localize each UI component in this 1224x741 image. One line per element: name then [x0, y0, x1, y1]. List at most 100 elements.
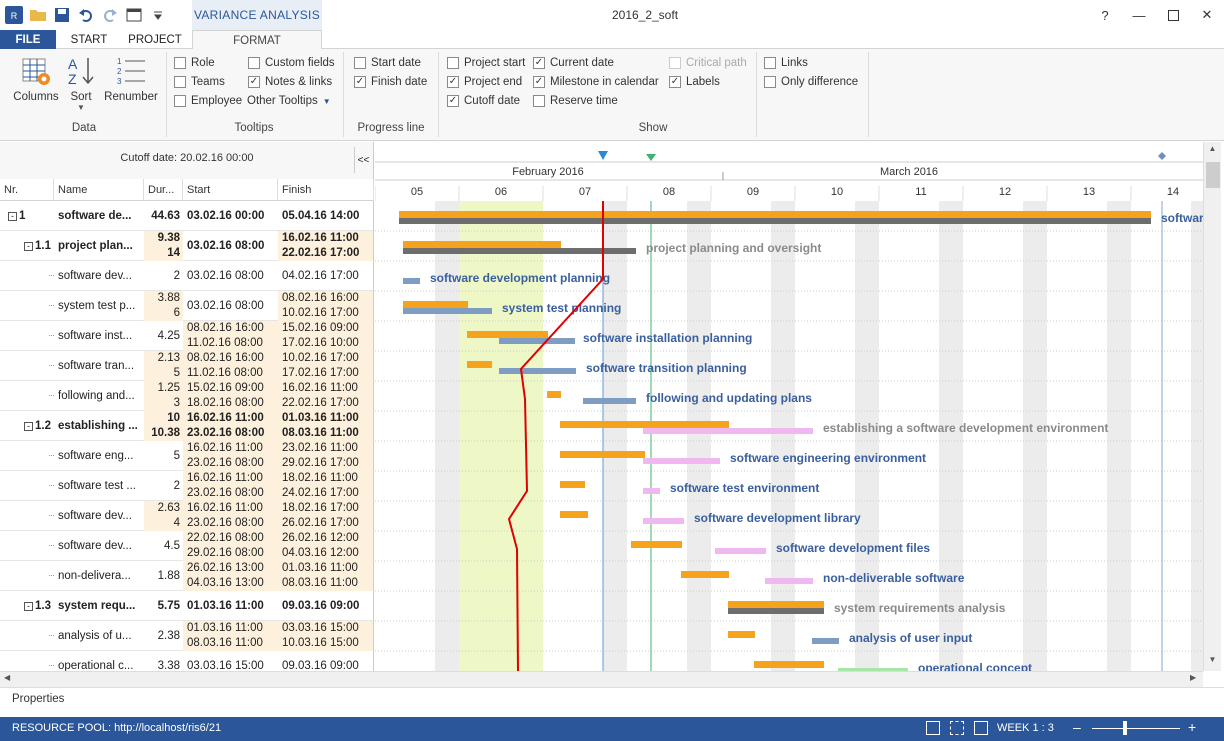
app-logo-icon[interactable]: R	[4, 5, 24, 25]
open-folder-icon[interactable]	[28, 5, 48, 25]
properties-panel: Properties	[0, 687, 1224, 717]
progress-finish-date-checkbox[interactable]: ✓ Finish date	[354, 76, 428, 88]
current-date-checkbox[interactable]: ✓ Current date	[533, 57, 614, 69]
task-name[interactable]: software dev...	[58, 540, 132, 552]
minimize-icon[interactable]: —	[1132, 7, 1146, 23]
task-name[interactable]: system requ...	[58, 600, 136, 612]
properties-tab[interactable]: Properties	[12, 693, 65, 705]
task-name[interactable]: establishing ...	[58, 420, 138, 432]
help-icon[interactable]: ?	[1101, 7, 1109, 23]
custom-fields-checkbox[interactable]: Custom fields	[248, 57, 335, 69]
task-name[interactable]: system test p...	[58, 300, 136, 312]
task-name[interactable]: software eng...	[58, 450, 134, 462]
collapse-toggle-icon[interactable]: -	[8, 211, 17, 221]
close-icon[interactable]: ✕	[1201, 7, 1213, 22]
customize-dropdown-icon[interactable]	[148, 5, 168, 25]
task-name[interactable]: following and...	[58, 390, 135, 402]
task-name[interactable]: non-delivera...	[58, 570, 131, 582]
horizontal-scrollbar[interactable]: ◀ ▶	[0, 671, 1203, 687]
table-row[interactable]: software inst... 4.25 08.02.16 16:00 11.02.…	[0, 321, 373, 351]
task-name[interactable]: software inst...	[58, 330, 133, 342]
maximize-icon[interactable]	[1156, 0, 1190, 30]
save-icon[interactable]	[52, 5, 72, 25]
table-row[interactable]: software tran... 2.13 5 08.02.16 16:00 11.02…	[0, 351, 373, 381]
task-name[interactable]: software tran...	[58, 360, 135, 372]
view-zoom-icon[interactable]	[974, 721, 988, 735]
col-header-nr[interactable]: Nr.	[0, 179, 54, 201]
columns-button[interactable]: Columns	[10, 55, 62, 103]
table-row[interactable]: -1.3 system requ... 5.75 01.03.16 11:00 09.0…	[0, 591, 373, 621]
table-row[interactable]: analysis of u... 2.38 01.03.16 11:00 08.03.…	[0, 621, 373, 651]
zoom-in-icon[interactable]: +	[1188, 719, 1197, 735]
project-start-checkbox[interactable]: Project start	[447, 57, 525, 69]
task-name[interactable]: software de...	[58, 210, 132, 222]
zoom-out-icon[interactable]: –	[1073, 719, 1081, 735]
task-name[interactable]: project plan...	[58, 240, 133, 252]
tab-start[interactable]: START	[70, 33, 108, 46]
gantt-chart[interactable]: software project planning and oversight so…	[375, 201, 1203, 671]
tab-format[interactable]: FORMAT	[192, 30, 322, 50]
planned-bar	[560, 511, 588, 518]
table-row[interactable]: software dev... 4.5 22.02.16 08:00 29.02.16…	[0, 531, 373, 561]
cutoff-date-checkbox[interactable]: ✓ Cutoff date	[447, 95, 521, 107]
zoom-slider-track[interactable]	[1092, 728, 1180, 729]
table-row[interactable]: software dev... 2.63 4 16.02.16 11:00 23.02.…	[0, 501, 373, 531]
actual-bar	[403, 308, 492, 314]
notes-links-checkbox[interactable]: ✓ Notes & links	[248, 76, 333, 88]
critical-path-checkbox[interactable]: Critical path	[669, 57, 747, 69]
scroll-down-icon[interactable]: ▼	[1208, 655, 1217, 664]
window-layout-icon[interactable]	[124, 5, 144, 25]
task-name[interactable]: software dev...	[58, 510, 132, 522]
tree-line	[49, 395, 54, 396]
col-header-name[interactable]: Name	[54, 179, 144, 201]
only-difference-checkbox[interactable]: Only difference	[764, 76, 858, 88]
labels-checkbox[interactable]: ✓ Labels	[669, 76, 720, 88]
col-header-start[interactable]: Start	[183, 179, 278, 201]
employee-checkbox[interactable]: Employee	[174, 95, 242, 107]
scroll-left-icon[interactable]: ◀	[4, 673, 11, 682]
table-row[interactable]: -1 software de... 44.63 03.02.16 00:00 05.04…	[0, 201, 373, 231]
col-header-duration[interactable]: Dur...	[144, 179, 183, 201]
table-row[interactable]: software eng... 5 16.02.16 11:00 23.02.16 0…	[0, 441, 373, 471]
vertical-scrollbar[interactable]: ▲ ▼	[1203, 142, 1221, 671]
tooltips-group-label: Tooltips	[234, 122, 274, 134]
table-row[interactable]: -1.1 project plan... 9.38 14 03.02.16 08:00 1…	[0, 231, 373, 261]
task-name[interactable]: operational c...	[58, 660, 134, 671]
collapse-toggle-icon[interactable]: -	[24, 421, 33, 431]
table-row[interactable]: -1.2 establishing ... 10 10.38 16.02.16 11:0…	[0, 411, 373, 441]
zoom-slider-thumb[interactable]	[1123, 721, 1127, 735]
col-header-finish[interactable]: Finish	[278, 179, 374, 201]
links-checkbox[interactable]: Links	[764, 57, 808, 69]
vertical-scroll-thumb[interactable]	[1206, 162, 1220, 188]
tab-file[interactable]: FILE	[0, 30, 56, 49]
collapse-toggle-icon[interactable]: -	[24, 601, 33, 611]
collapse-table-button[interactable]: <<	[354, 147, 372, 173]
task-name[interactable]: analysis of u...	[58, 630, 132, 642]
table-row[interactable]: non-delivera... 1.88 26.02.16 13:00 04.03.1…	[0, 561, 373, 591]
collapse-toggle-icon[interactable]: -	[24, 241, 33, 251]
progress-start-date-checkbox[interactable]: Start date	[354, 57, 421, 69]
table-row[interactable]: following and... 1.25 3 15.02.16 09:00 18.02…	[0, 381, 373, 411]
table-row[interactable]: operational c... 3.38 03.03.16 15:00 09.03.…	[0, 651, 373, 671]
scroll-right-icon[interactable]: ▶	[1190, 673, 1197, 682]
baseline-bar	[643, 428, 813, 434]
scroll-up-icon[interactable]: ▲	[1208, 144, 1217, 153]
tab-project[interactable]: PROJECT	[128, 33, 182, 46]
role-checkbox[interactable]: Role	[174, 57, 215, 69]
reserve-time-checkbox[interactable]: Reserve time	[533, 95, 618, 107]
teams-checkbox[interactable]: Teams	[174, 76, 225, 88]
table-row[interactable]: system test p... 3.88 6 03.02.16 08:00 08.02…	[0, 291, 373, 321]
redo-icon[interactable]	[100, 5, 120, 25]
table-row[interactable]: software test ... 2 16.02.16 11:00 23.02.16…	[0, 471, 373, 501]
task-name[interactable]: software test ...	[58, 480, 136, 492]
milestone-calendar-checkbox[interactable]: ✓ Milestone in calendar	[533, 76, 659, 88]
table-row[interactable]: software dev... 2 03.02.16 08:00 04.02.16 1…	[0, 261, 373, 291]
task-name[interactable]: software dev...	[58, 270, 132, 282]
view-normal-icon[interactable]	[926, 721, 940, 735]
undo-icon[interactable]	[76, 5, 96, 25]
project-end-checkbox[interactable]: ✓ Project end	[447, 76, 523, 88]
view-fit-icon[interactable]	[950, 721, 964, 735]
other-tooltips-dropdown[interactable]: Other Tooltips ▼	[247, 95, 331, 107]
